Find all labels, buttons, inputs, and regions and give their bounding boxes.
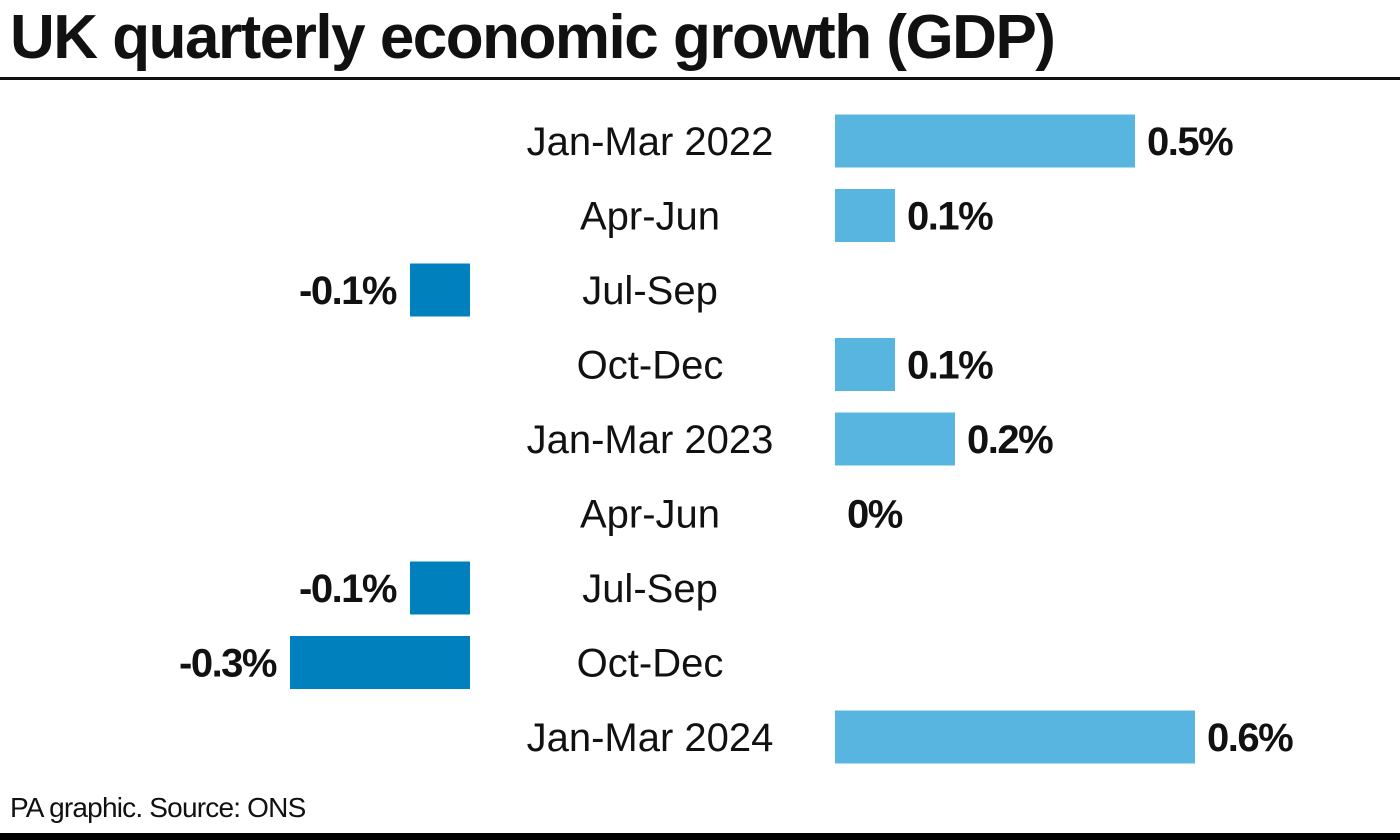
bar-positive [835,114,1135,168]
bar-negative [290,636,470,689]
data-label: 0.6% [1207,716,1293,760]
category-label: Oct-Dec [577,344,724,388]
category-label: Apr-Jun [580,195,720,239]
data-label: 0.1% [907,344,993,388]
data-label: 0% [847,493,903,537]
category-label: Jan-Mar 2024 [527,716,774,760]
category-label: Jul-Sep [582,269,718,313]
bar-negative [410,561,470,615]
category-label: Oct-Dec [577,642,724,686]
title-divider [0,77,1400,80]
data-label: -0.1% [299,269,397,313]
data-label: 0.2% [967,418,1053,462]
category-label: Apr-Jun [580,493,720,537]
data-label: 0.5% [1147,120,1233,164]
category-label: Jan-Mar 2023 [527,418,774,462]
bar-positive [835,412,955,466]
data-label: -0.3% [179,642,277,686]
bar-positive [835,338,895,391]
bar-negative [410,263,470,317]
chart-title: UK quarterly economic growth (GDP) [10,3,1056,72]
bar-positive [835,710,1195,764]
bottom-divider [0,833,1400,840]
bar-positive [835,189,895,242]
source-note: PA graphic. Source: ONS [10,792,306,823]
category-label: Jan-Mar 2022 [527,120,774,164]
data-label: 0.1% [907,195,993,239]
data-label: -0.1% [299,567,397,611]
category-label: Jul-Sep [582,567,718,611]
